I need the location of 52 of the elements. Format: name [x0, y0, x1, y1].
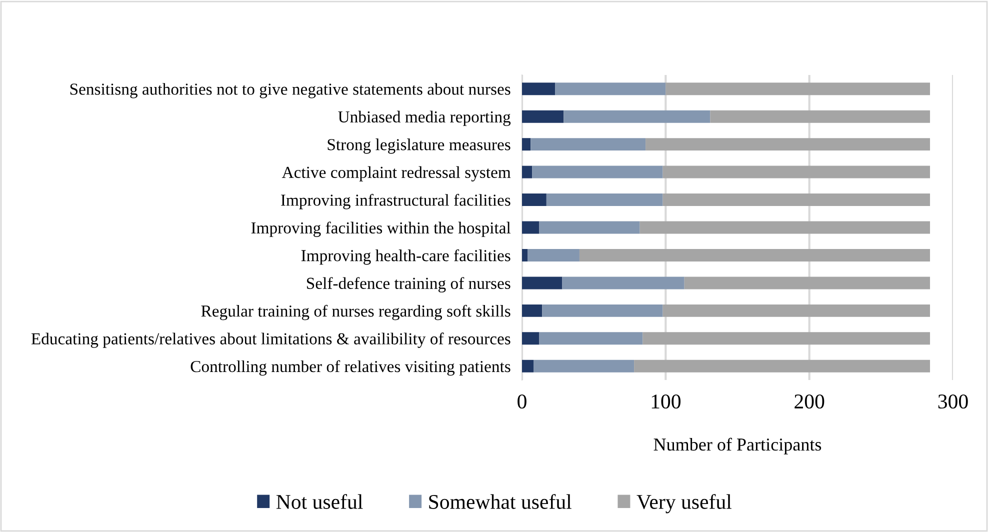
bar	[522, 221, 540, 234]
bar	[684, 276, 930, 290]
y-tick-label: Strong legislature measures	[328, 138, 510, 154]
bar	[710, 110, 930, 123]
bar	[642, 332, 930, 345]
y-tick-label: Controlling number of relatives visiting patients	[190, 360, 510, 376]
bar	[522, 82, 556, 96]
bar	[532, 166, 663, 178]
bar	[522, 304, 542, 317]
bar	[542, 304, 663, 317]
y-tick-label: Unbiased media reporting	[338, 110, 511, 126]
bar	[634, 360, 930, 372]
legend-label: Not useful	[276, 494, 363, 509]
bar	[539, 221, 640, 234]
bar	[522, 332, 540, 345]
bar	[546, 194, 663, 206]
bar	[522, 110, 564, 123]
bar	[522, 166, 532, 178]
bar	[530, 138, 646, 151]
bar	[640, 221, 930, 234]
x-tick-label: 0	[518, 394, 526, 409]
bar	[562, 276, 684, 290]
bar	[522, 360, 534, 372]
bar	[646, 138, 930, 151]
y-tick-label: Active complaint redressal system	[282, 166, 511, 182]
bar	[533, 360, 634, 372]
bar	[666, 82, 930, 96]
bar	[522, 194, 546, 206]
y-tick-label: Self-defence training of nurses	[306, 277, 510, 292]
y-tick-label: Regular training of nurses regarding soft skills	[201, 304, 510, 320]
bar	[522, 248, 528, 262]
bar	[522, 138, 531, 151]
legend-label: Very useful	[636, 494, 732, 514]
y-tick-label: Improving health-care facilities	[301, 249, 510, 265]
x-axis-title: Number of Participants	[654, 438, 822, 454]
bar	[564, 110, 710, 123]
y-tick-label: Sensitisng authorities not to give negative statements about nurses	[70, 83, 510, 98]
x-tick-label: 300	[938, 394, 968, 409]
bar	[555, 82, 666, 96]
bar	[522, 276, 562, 290]
y-tick-label: Educating patients/relatives about limitations & availibility of resources	[31, 332, 510, 348]
legend-label: Somewhat useful	[429, 494, 572, 509]
x-tick-label: 200	[794, 394, 824, 409]
y-tick-label: Improving infrastructural facilities	[281, 194, 510, 210]
x-tick-label: 100	[652, 394, 680, 409]
bar	[662, 166, 930, 178]
bar	[579, 248, 930, 262]
bar	[662, 304, 930, 317]
y-tick-label: Improving facilities within the hospital	[251, 222, 511, 237]
bar	[539, 332, 643, 345]
bar	[528, 248, 580, 262]
bar	[662, 194, 930, 206]
